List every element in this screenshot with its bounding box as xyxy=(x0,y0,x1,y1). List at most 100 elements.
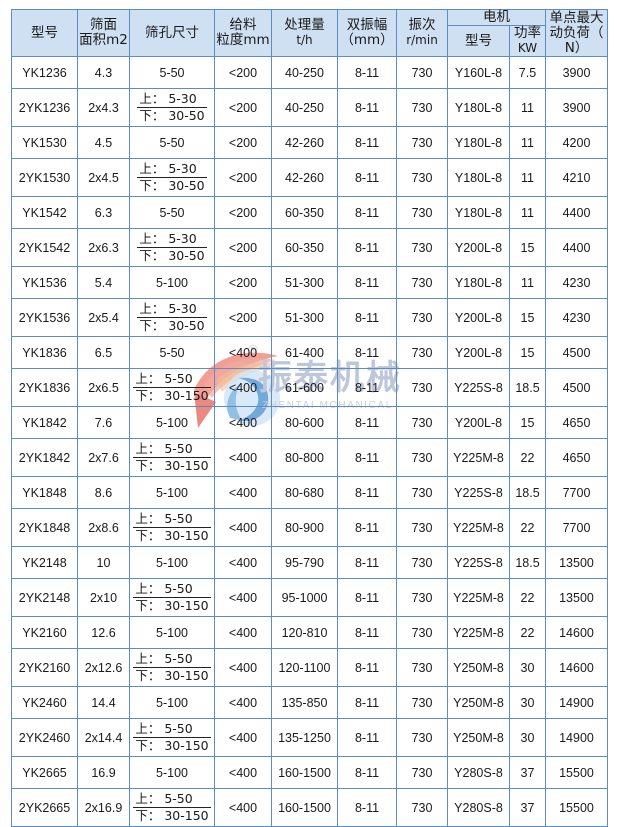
mesh-upper: 上： 5-30 xyxy=(137,301,207,319)
cell-load: 15500 xyxy=(545,756,608,790)
mesh-lower: 下： 30-150 xyxy=(135,808,209,824)
cell-amplitude: 8-11 xyxy=(337,158,397,198)
cell-load: 4200 xyxy=(545,126,608,160)
cell-model: 2YK2160 xyxy=(11,648,78,688)
table-row: 2YK1536 2x5.4 上： 5-30 下： 30-50 <200 51-300 8-1… xyxy=(11,298,608,338)
cell-capacity: 80-680 xyxy=(271,476,338,510)
cell-feed: <400 xyxy=(214,476,272,510)
cell-area: 10 xyxy=(77,546,130,580)
capacity-line2: t/h xyxy=(296,33,313,48)
cell-amplitude: 8-11 xyxy=(337,126,397,160)
col-header-feed-size: 给料 粒度mm xyxy=(214,8,272,58)
cell-capacity: 40-250 xyxy=(271,88,338,128)
cell-frequency: 730 xyxy=(396,266,448,300)
table-row: 2YK1842 2x7.6 上： 5-50 下： 30-150 <400 80-800 8-… xyxy=(11,438,608,478)
cell-power: 18.5 xyxy=(509,368,546,408)
header-row-2: 型号 功率 KW xyxy=(12,25,608,58)
cell-amplitude: 8-11 xyxy=(337,476,397,510)
cell-power: 11 xyxy=(509,196,546,230)
cell-frequency: 730 xyxy=(396,578,448,618)
cell-mesh: 5-50 xyxy=(129,56,215,90)
cell-motor-model: Y250M-8 xyxy=(447,686,510,720)
cell-feed: <400 xyxy=(214,616,272,650)
table-row: YK2160 12.6 5-100 <400 120-810 8-11 730 Y225M-8… xyxy=(11,616,608,650)
cell-motor-model: Y200L-8 xyxy=(447,406,510,440)
cell-frequency: 730 xyxy=(396,648,448,688)
cell-frequency: 730 xyxy=(396,546,448,580)
cell-feed: <400 xyxy=(214,578,272,618)
mesh-lower: 下： 30-150 xyxy=(135,598,209,614)
cell-feed: <200 xyxy=(214,228,272,268)
mesh-upper: 上： 5-50 xyxy=(133,721,211,739)
cell-area: 16.9 xyxy=(77,756,130,790)
cell-area: 2x8.6 xyxy=(77,508,130,548)
cell-area: 2x5.4 xyxy=(77,298,130,338)
cell-load: 4650 xyxy=(545,406,608,440)
col-header-motor-model: 型号 xyxy=(447,25,510,58)
cell-model: YK1848 xyxy=(11,476,78,510)
cell-feed: <200 xyxy=(214,266,272,300)
cell-model: YK2160 xyxy=(11,616,78,650)
mesh-upper: 上： 5-50 xyxy=(133,651,211,669)
table-row: 2YK1848 2x8.6 上： 5-50 下： 30-150 <400 80-900 8-… xyxy=(11,508,608,548)
cell-motor-model: Y225M-8 xyxy=(447,438,510,478)
cell-power: 11 xyxy=(509,126,546,160)
cell-model: YK2665 xyxy=(11,756,78,790)
cell-frequency: 730 xyxy=(396,686,448,720)
cell-model: 2YK1836 xyxy=(11,368,78,408)
cell-motor-model: Y180L-8 xyxy=(447,126,510,160)
cell-mesh: 上： 5-50 下： 30-150 xyxy=(129,718,215,758)
mesh-lower: 下： 30-50 xyxy=(139,318,205,334)
cell-load: 4210 xyxy=(545,158,608,198)
cell-power: 30 xyxy=(509,718,546,758)
cell-amplitude: 8-11 xyxy=(337,368,397,408)
cell-load: 14600 xyxy=(545,648,608,688)
table-row: YK1842 7.6 5-100 <400 80-600 8-11 730 Y200L-8 15… xyxy=(11,406,608,440)
cell-mesh: 5-50 xyxy=(129,336,215,370)
cell-power: 11 xyxy=(509,266,546,300)
mesh-upper: 上： 5-30 xyxy=(137,161,207,179)
cell-frequency: 730 xyxy=(396,298,448,338)
cell-amplitude: 8-11 xyxy=(337,508,397,548)
table-row: YK2460 14.4 5-100 <400 135-850 8-11 730 Y250M-8… xyxy=(11,686,608,720)
cell-feed: <400 xyxy=(214,508,272,548)
cell-capacity: 80-900 xyxy=(271,508,338,548)
cell-amplitude: 8-11 xyxy=(337,648,397,688)
cell-amplitude: 8-11 xyxy=(337,196,397,230)
screen-area-line2: 面积m2 xyxy=(79,32,128,49)
col-header-amplitude: 双振幅 （mm） xyxy=(337,8,397,58)
cell-model: YK1836 xyxy=(11,336,78,370)
cell-amplitude: 8-11 xyxy=(337,718,397,758)
cell-frequency: 730 xyxy=(396,476,448,510)
cell-feed: <200 xyxy=(214,56,272,90)
cell-load: 4650 xyxy=(545,438,608,478)
cell-mesh: 上： 5-30 下： 30-50 xyxy=(129,298,215,338)
cell-capacity: 61-600 xyxy=(271,368,338,408)
cell-model: YK1542 xyxy=(11,196,78,230)
table-row: YK1236 4.3 5-50 <200 40-250 8-11 730 Y160L-8 7.5… xyxy=(11,56,608,90)
cell-area: 2x6.3 xyxy=(77,228,130,268)
cell-power: 15 xyxy=(509,406,546,440)
table-row: YK2148 10 5-100 <400 95-790 8-11 730 Y225S-8 18.… xyxy=(11,546,608,580)
table-row: 2YK1542 2x6.3 上： 5-30 下： 30-50 <200 60-350 8-1… xyxy=(11,228,608,268)
cell-capacity: 135-1250 xyxy=(271,718,338,758)
cell-frequency: 730 xyxy=(396,508,448,548)
cell-mesh: 5-50 xyxy=(129,126,215,160)
cell-capacity: 95-790 xyxy=(271,546,338,580)
cell-capacity: 160-1500 xyxy=(271,756,338,790)
cell-load: 7700 xyxy=(545,508,608,548)
cell-power: 15 xyxy=(509,336,546,370)
cell-model: YK2148 xyxy=(11,546,78,580)
cell-frequency: 730 xyxy=(396,406,448,440)
cell-amplitude: 8-11 xyxy=(337,228,397,268)
cell-mesh: 上： 5-50 下： 30-150 xyxy=(129,368,215,408)
max-load-line3: N） xyxy=(564,39,589,56)
mesh-lower: 下： 30-150 xyxy=(135,528,209,544)
cell-frequency: 730 xyxy=(396,158,448,198)
cell-model: 2YK2665 xyxy=(11,788,78,827)
cell-model: 2YK1848 xyxy=(11,508,78,548)
table-body: YK1236 4.3 5-50 <200 40-250 8-11 730 Y160L-8 7.5… xyxy=(11,56,608,827)
cell-load: 14900 xyxy=(545,686,608,720)
cell-frequency: 730 xyxy=(396,336,448,370)
cell-motor-model: Y250M-8 xyxy=(447,648,510,688)
